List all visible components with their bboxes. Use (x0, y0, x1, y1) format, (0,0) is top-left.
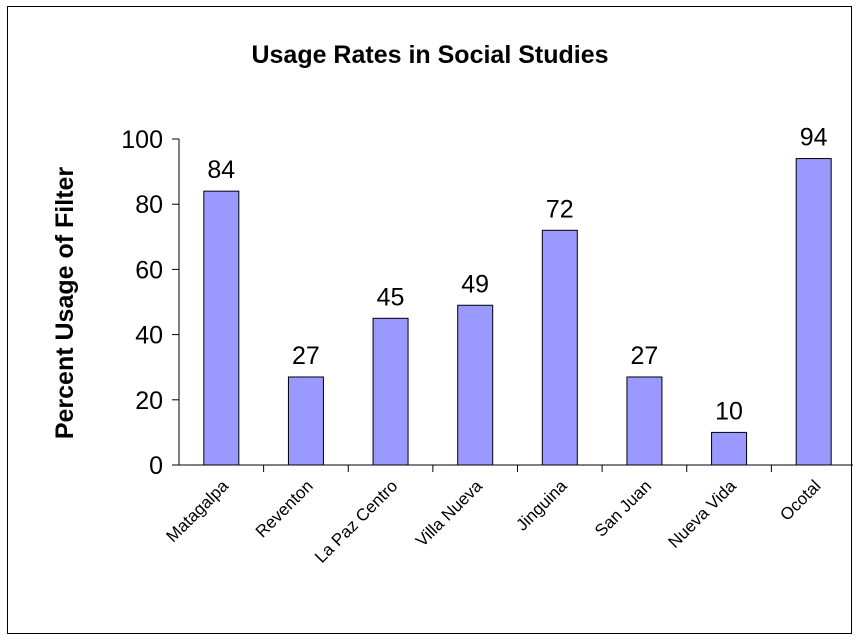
category-label: Reventon (252, 476, 317, 541)
data-label: 45 (377, 283, 405, 311)
chart-title: Usage Rates in Social Studies (251, 41, 608, 69)
category-label: La Paz Centro (311, 476, 401, 566)
bar-chart: Usage Rates in Social Studies Percent Us… (51, 41, 853, 567)
data-label: 49 (461, 270, 489, 298)
category-label: Villa Nueva (412, 476, 486, 550)
plot-area: 0 20 40 60 80 100 84 Matagalpa 27 Reventon 45 La Pa… (121, 124, 853, 567)
y-tick-label: 20 (135, 387, 163, 415)
y-tick-label: 80 (135, 191, 163, 219)
bar (287, 376, 324, 466)
category-label: San Juan (591, 476, 655, 540)
category-label: Matagalpa (163, 476, 233, 546)
data-label: 27 (292, 342, 320, 370)
bar (795, 158, 832, 466)
bar (203, 190, 240, 466)
y-tick-label: 100 (121, 126, 163, 154)
y-tick-label: 60 (135, 256, 163, 284)
bar (711, 431, 748, 466)
y-axis-label: Percent Usage of Filter (51, 167, 79, 440)
bar (626, 376, 663, 466)
bar (372, 317, 409, 466)
bar (457, 304, 494, 466)
category-label: Ocotal (776, 476, 824, 524)
data-label: 84 (207, 156, 235, 184)
data-label: 72 (546, 195, 574, 223)
chart-frame: Usage Rates in Social Studies Percent Us… (7, 6, 853, 634)
category-label: Jinguina (512, 476, 571, 535)
y-tick-label: 0 (149, 452, 163, 480)
data-label: 10 (715, 397, 743, 425)
data-label: 27 (631, 342, 659, 370)
category-label: Nueva Vida (665, 476, 741, 552)
bar (541, 229, 578, 466)
data-label: 94 (800, 124, 828, 152)
y-tick-label: 40 (135, 322, 163, 350)
